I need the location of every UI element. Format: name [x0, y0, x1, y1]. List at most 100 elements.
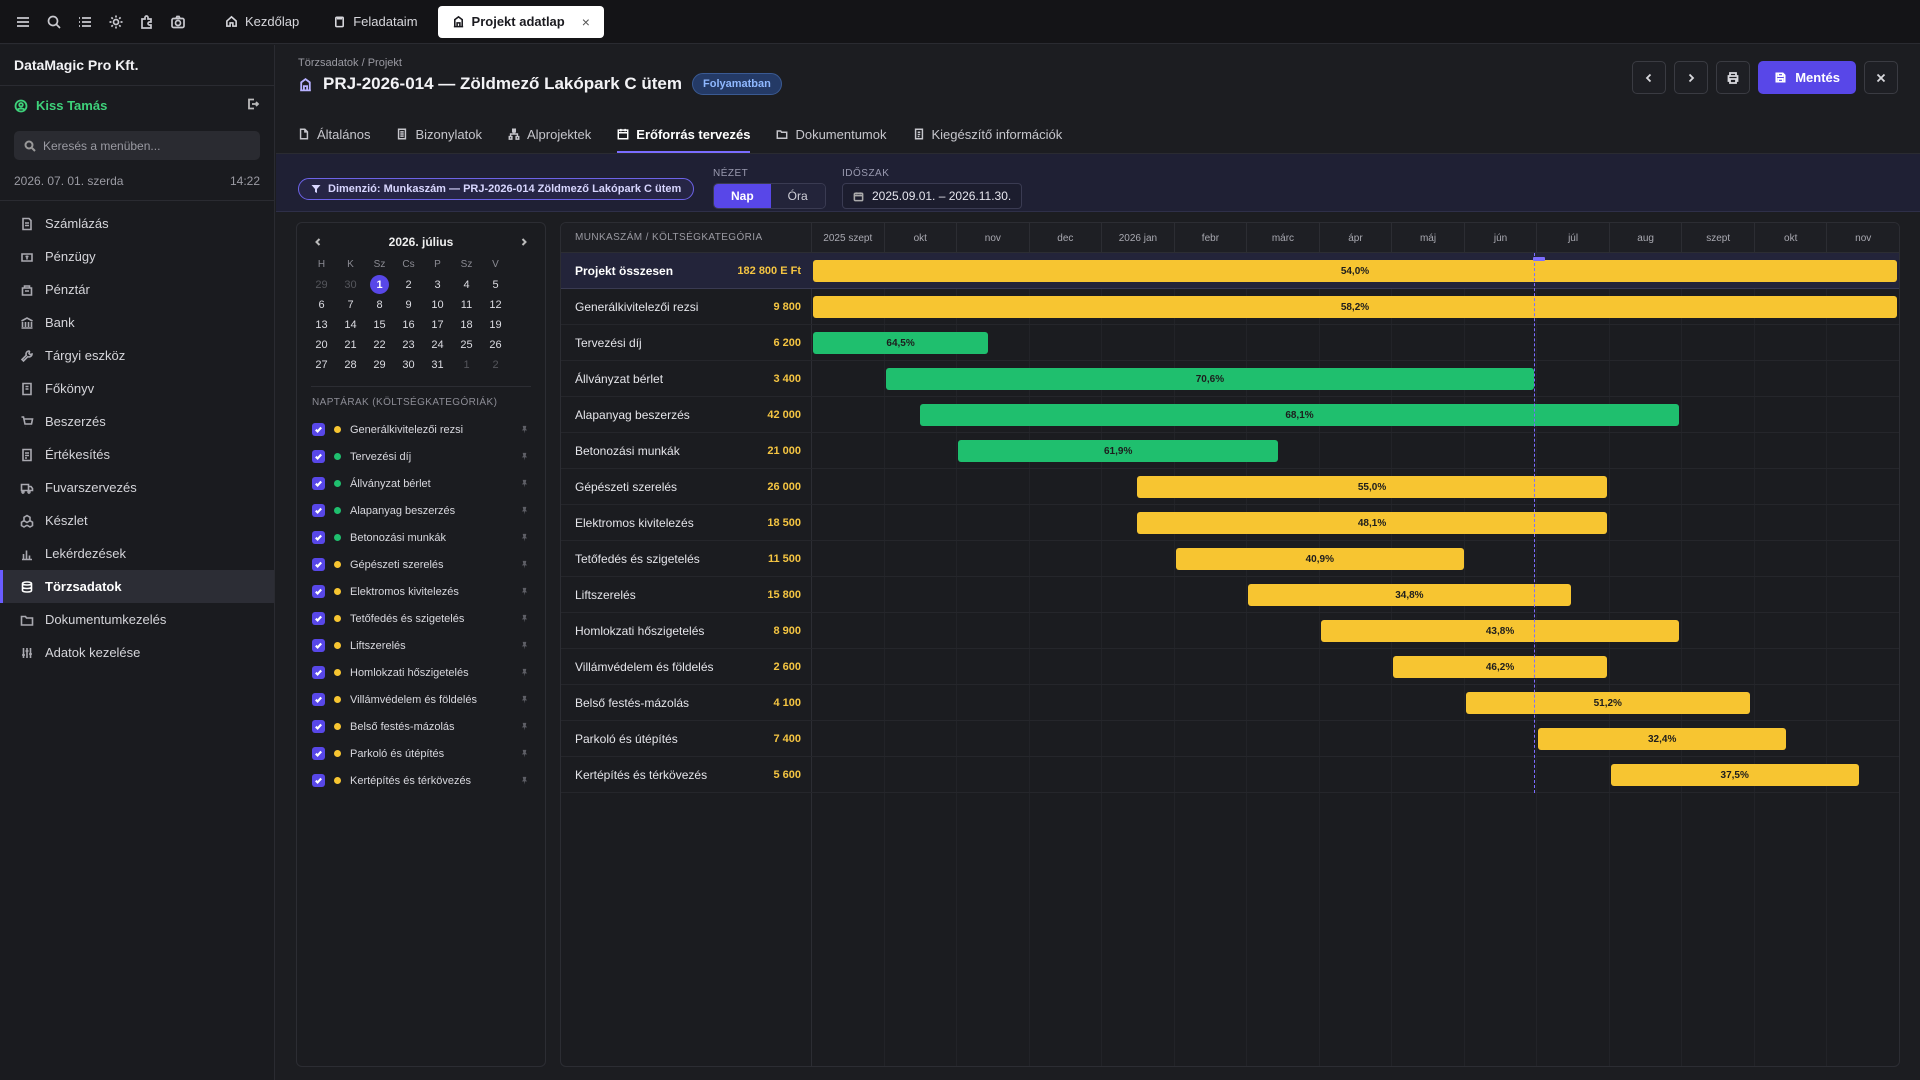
- tab-kezdolap[interactable]: Kezdőlap: [211, 6, 313, 38]
- gantt-row[interactable]: Betonozási munkák 21 000 61,9%: [561, 433, 1899, 469]
- gantt-row[interactable]: Alapanyag beszerzés 42 000 68,1%: [561, 397, 1899, 433]
- pin-icon[interactable]: [520, 668, 530, 678]
- sidebar-item-adatok-kezelese[interactable]: Adatok kezelése: [0, 636, 274, 669]
- calendar-day[interactable]: 27: [315, 358, 328, 371]
- gantt-row[interactable]: Belső festés-mázolás 4 100 51,2%: [561, 685, 1899, 721]
- pin-icon[interactable]: [520, 749, 530, 759]
- gantt-row[interactable]: Homlokzati hőszigetelés 8 900 43,8%: [561, 613, 1899, 649]
- gantt-row[interactable]: Generálkivitelezői rezsi 9 800 58,2%: [561, 289, 1899, 325]
- calendar-day[interactable]: 14: [344, 318, 357, 331]
- gantt-bar[interactable]: 64,5%: [813, 332, 989, 354]
- category-checkbox[interactable]: [312, 585, 325, 598]
- calendar-day[interactable]: 28: [344, 358, 357, 371]
- gantt-row[interactable]: Liftszerelés 15 800 34,8%: [561, 577, 1899, 613]
- search-icon[interactable]: [45, 13, 62, 30]
- calendar-day[interactable]: 19: [489, 318, 502, 331]
- gantt-row[interactable]: Gépészeti szerelés 26 000 55,0%: [561, 469, 1899, 505]
- next-button[interactable]: [1674, 61, 1709, 94]
- calendar-day[interactable]: 6: [318, 298, 325, 311]
- calendar-day[interactable]: 21: [344, 338, 357, 351]
- gantt-row[interactable]: Tetőfedés és szigetelés 11 500 40,9%: [561, 541, 1899, 577]
- calendar-day[interactable]: 16: [402, 318, 415, 331]
- sidebar-item-ertekesites[interactable]: Értékesítés: [0, 438, 274, 471]
- category-checkbox[interactable]: [312, 612, 325, 625]
- calendar-day[interactable]: 18: [460, 318, 473, 331]
- menu-icon[interactable]: [14, 13, 31, 30]
- pin-icon[interactable]: [520, 614, 530, 624]
- gantt-bar[interactable]: 40,9%: [1175, 548, 1464, 570]
- calendar-day[interactable]: 29: [373, 358, 386, 371]
- print-button[interactable]: [1716, 61, 1751, 94]
- calendar-day[interactable]: 9: [405, 298, 412, 311]
- category-checkbox[interactable]: [312, 774, 325, 787]
- sidebar-item-targyi-eszkoz[interactable]: Tárgyi eszköz: [0, 339, 274, 372]
- period-picker[interactable]: 2025.09.01. – 2026.11.30.: [842, 183, 1023, 209]
- logout-icon[interactable]: [246, 97, 260, 114]
- pin-icon[interactable]: [520, 776, 530, 786]
- calendar-prev-button[interactable]: [311, 235, 325, 249]
- breadcrumb[interactable]: Törzsadatok / Projekt: [298, 57, 402, 69]
- calendar-next-button[interactable]: [517, 235, 531, 249]
- category-checkbox[interactable]: [312, 558, 325, 571]
- pin-icon[interactable]: [520, 722, 530, 732]
- category-checkbox[interactable]: [312, 747, 325, 760]
- sidebar-item-penztar[interactable]: Pénztár: [0, 273, 274, 306]
- close-icon[interactable]: ×: [581, 13, 590, 30]
- gantt-row[interactable]: Elektromos kivitelezés 18 500 48,1%: [561, 505, 1899, 541]
- gantt-row[interactable]: Parkoló és útépítés 7 400 32,4%: [561, 721, 1899, 757]
- gantt-bar[interactable]: 48,1%: [1137, 512, 1607, 534]
- category-checkbox[interactable]: [312, 450, 325, 463]
- calendar-day[interactable]: 4: [463, 278, 470, 291]
- user-name[interactable]: Kiss Tamás: [36, 98, 108, 113]
- gantt-bar[interactable]: 54,0%: [813, 260, 1897, 282]
- tab-alprojektek[interactable]: Alprojektek: [508, 117, 591, 153]
- calendar-day[interactable]: 24: [431, 338, 444, 351]
- pin-icon[interactable]: [520, 533, 530, 543]
- gantt-bar[interactable]: 32,4%: [1538, 728, 1787, 750]
- tab-kiegeszito-informaciok[interactable]: Kiegészítő információk: [913, 117, 1062, 153]
- gantt-bar[interactable]: 34,8%: [1248, 584, 1571, 606]
- tab-projekt-adatlap[interactable]: Projekt adatlap ×: [437, 5, 604, 38]
- gantt-bar[interactable]: 68,1%: [919, 404, 1680, 426]
- calendar-day[interactable]: 8: [376, 298, 383, 311]
- sidebar-item-torzsadatok[interactable]: Törzsadatok: [0, 570, 274, 603]
- sidebar-item-beszerzes[interactable]: Beszerzés: [0, 405, 274, 438]
- pin-icon[interactable]: [520, 695, 530, 705]
- calendar-day[interactable]: 17: [431, 318, 444, 331]
- calendar-day[interactable]: 13: [315, 318, 328, 331]
- gantt-total-row[interactable]: Projekt összesen 182 800 E Ft 54,0%: [561, 253, 1899, 289]
- category-checkbox[interactable]: [312, 504, 325, 517]
- calendar-day[interactable]: 31: [431, 358, 444, 371]
- pin-icon[interactable]: [520, 587, 530, 597]
- sidebar-item-fokonyv[interactable]: Főkönyv: [0, 372, 274, 405]
- category-checkbox[interactable]: [312, 477, 325, 490]
- pin-icon[interactable]: [520, 641, 530, 651]
- tab-dokumentumok[interactable]: Dokumentumok: [776, 117, 887, 153]
- calendar-day[interactable]: 7: [347, 298, 354, 311]
- list-icon[interactable]: [76, 13, 93, 30]
- calendar-day[interactable]: 2: [492, 358, 499, 371]
- gear-icon[interactable]: [107, 13, 124, 30]
- calendar-day[interactable]: 15: [373, 318, 386, 331]
- category-checkbox[interactable]: [312, 639, 325, 652]
- gantt-row[interactable]: Állványzat bérlet 3 400 70,6%: [561, 361, 1899, 397]
- sidebar-item-szamlazas[interactable]: Számlázás: [0, 207, 274, 240]
- gantt-bar[interactable]: 51,2%: [1465, 692, 1750, 714]
- calendar-day[interactable]: 5: [492, 278, 499, 291]
- calendar-day[interactable]: 29: [315, 278, 328, 291]
- calendar-day[interactable]: 11: [460, 298, 473, 311]
- calendar-day[interactable]: 3: [434, 278, 441, 291]
- calendar-day[interactable]: 30: [344, 278, 357, 291]
- dimension-filter-chip[interactable]: Dimenzió: Munkaszám — PRJ-2026-014 Zöldm…: [298, 178, 695, 200]
- calendar-day[interactable]: 26: [489, 338, 502, 351]
- calendar-day[interactable]: 12: [489, 298, 502, 311]
- pin-icon[interactable]: [520, 560, 530, 570]
- calendar-day[interactable]: 25: [460, 338, 473, 351]
- category-checkbox[interactable]: [312, 720, 325, 733]
- calendar-day[interactable]: 2: [405, 278, 412, 291]
- gantt-row[interactable]: Kertépítés és térkövezés 5 600 37,5%: [561, 757, 1899, 793]
- close-button[interactable]: [1864, 61, 1898, 94]
- calendar-day[interactable]: 30: [402, 358, 415, 371]
- calendar-day[interactable]: 22: [373, 338, 386, 351]
- tab-bizonylatok[interactable]: Bizonylatok: [396, 117, 482, 153]
